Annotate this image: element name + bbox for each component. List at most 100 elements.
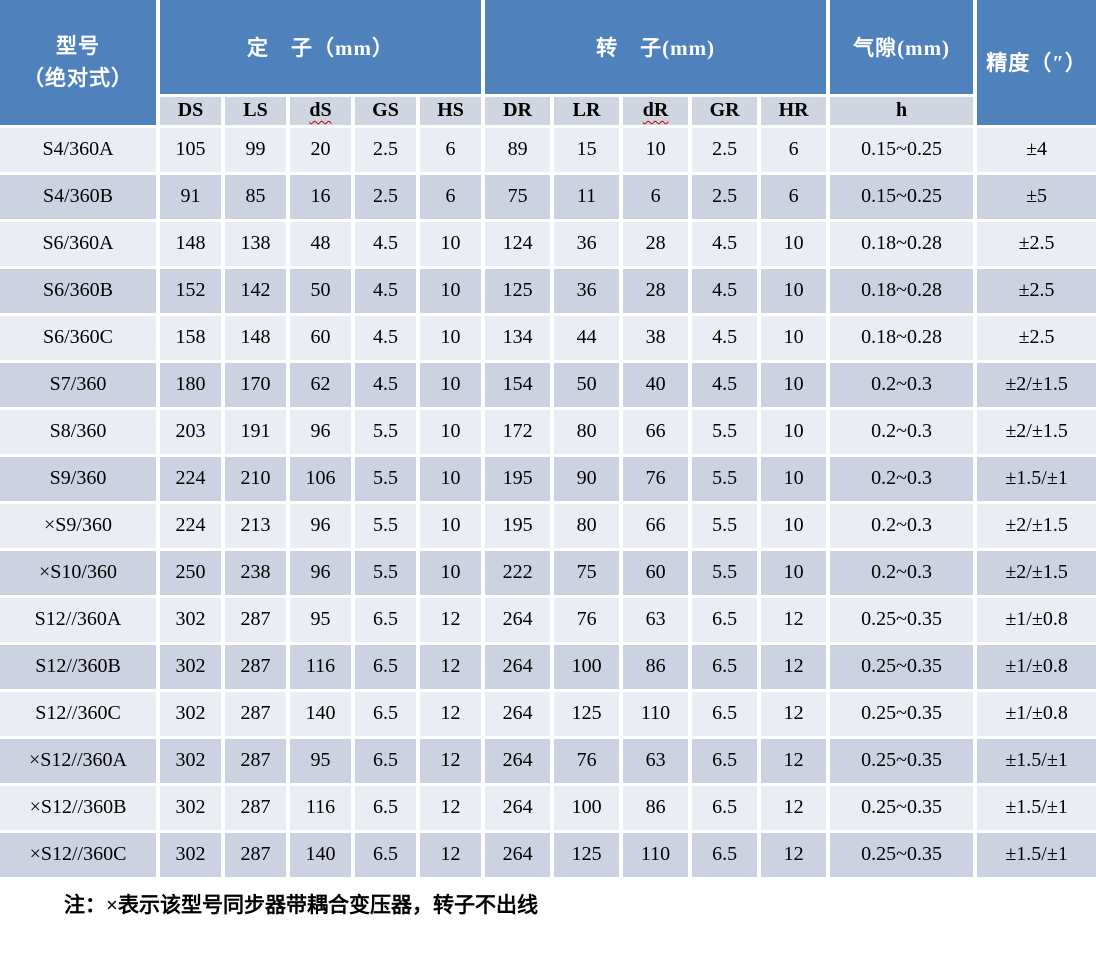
value-cell: 142 [223, 267, 290, 316]
value-cell: 4.5 [690, 220, 762, 269]
value-cell: 10 [418, 267, 486, 316]
value-cell: 28 [621, 220, 693, 269]
table-row: ×S12//360A 302 287 95 6.5 12 264 76 63 6.5 12 0.25~… [0, 737, 1096, 786]
value-cell: 0.2~0.3 [828, 502, 978, 551]
header-model-line1: 型号 [56, 33, 100, 58]
spec-table: 型号 （绝对式） 定 子（mm） 转 子(mm) 气隙(mm) 精度（″） DS … [0, 0, 1096, 880]
value-cell: 10 [759, 455, 831, 504]
value-cell: ±2/±1.5 [975, 361, 1096, 410]
value-cell: 12 [759, 737, 831, 786]
value-cell: 302 [158, 831, 225, 880]
col-hs-label: HS [437, 99, 464, 121]
col-gs: GS [353, 95, 420, 128]
value-cell: 28 [621, 267, 693, 316]
model-cell: ×S9/360 [0, 502, 160, 551]
value-cell: 5.5 [690, 502, 762, 551]
value-cell: 60 [288, 314, 355, 363]
value-cell: 180 [158, 361, 225, 410]
value-cell: 2.5 [353, 126, 420, 175]
model-cell: S6/360C [0, 314, 160, 363]
value-cell: 6.5 [353, 831, 420, 880]
value-cell: 6 [621, 173, 693, 222]
value-cell: 302 [158, 737, 225, 786]
value-cell: 5.5 [353, 455, 420, 504]
value-cell: 154 [483, 361, 555, 410]
value-cell: 302 [158, 643, 225, 692]
col-ds-label: DS [177, 99, 204, 121]
value-cell: 6 [759, 126, 831, 175]
header-accuracy: 精度（″） [975, 0, 1096, 128]
value-cell: 75 [483, 173, 555, 222]
value-cell: 152 [158, 267, 225, 316]
value-cell: 10 [418, 314, 486, 363]
col-dsmall-s: dS [288, 95, 355, 128]
value-cell: 302 [158, 596, 225, 645]
col-lr: LR [552, 95, 624, 128]
value-cell: 4.5 [353, 361, 420, 410]
table-row: S12//360A 302 287 95 6.5 12 264 76 63 6.5 12 0.25~0… [0, 596, 1096, 645]
value-cell: 0.15~0.25 [828, 173, 978, 222]
col-h: h [828, 95, 978, 128]
value-cell: 100 [552, 784, 624, 833]
value-cell: 0.18~0.28 [828, 267, 978, 316]
value-cell: 138 [223, 220, 290, 269]
model-cell: S6/360B [0, 267, 160, 316]
table-row: ×S12//360C 302 287 140 6.5 12 264 125 110 6.5 12 0.… [0, 831, 1096, 880]
header-model: 型号 （绝对式） [0, 0, 160, 128]
value-cell: 264 [483, 643, 555, 692]
value-cell: 5.5 [690, 408, 762, 457]
value-cell: 4.5 [690, 314, 762, 363]
value-cell: ±2/±1.5 [975, 408, 1096, 457]
model-cell: S12//360C [0, 690, 160, 739]
value-cell: 62 [288, 361, 355, 410]
value-cell: ±2/±1.5 [975, 549, 1096, 598]
value-cell: 0.18~0.28 [828, 314, 978, 363]
value-cell: 12 [418, 784, 486, 833]
model-cell: S12//360B [0, 643, 160, 692]
value-cell: 6.5 [690, 784, 762, 833]
value-cell: 12 [759, 643, 831, 692]
model-cell: S12//360A [0, 596, 160, 645]
model-cell: ×S12//360C [0, 831, 160, 880]
value-cell: 6 [759, 173, 831, 222]
value-cell: 12 [418, 831, 486, 880]
value-cell: 100 [552, 643, 624, 692]
value-cell: 0.2~0.3 [828, 408, 978, 457]
value-cell: 95 [288, 737, 355, 786]
value-cell: 96 [288, 549, 355, 598]
value-cell: 264 [483, 690, 555, 739]
value-cell: 110 [621, 690, 693, 739]
value-cell: 0.25~0.35 [828, 690, 978, 739]
value-cell: 210 [223, 455, 290, 504]
value-cell: 0.25~0.35 [828, 831, 978, 880]
value-cell: 4.5 [353, 267, 420, 316]
value-cell: 250 [158, 549, 225, 598]
col-dsmall-s-label: dS [309, 99, 332, 121]
value-cell: 4.5 [690, 361, 762, 410]
value-cell: 50 [552, 361, 624, 410]
model-cell: S4/360A [0, 126, 160, 175]
value-cell: ±1/±0.8 [975, 596, 1096, 645]
value-cell: 287 [223, 831, 290, 880]
value-cell: 0.25~0.35 [828, 784, 978, 833]
value-cell: 6.5 [690, 596, 762, 645]
value-cell: 6.5 [690, 737, 762, 786]
value-cell: 10 [418, 408, 486, 457]
value-cell: 116 [288, 784, 355, 833]
col-gr: GR [690, 95, 762, 128]
model-cell: ×S12//360B [0, 784, 160, 833]
table-row: ×S12//360B 302 287 116 6.5 12 264 100 86 6.5 12 0.2… [0, 784, 1096, 833]
value-cell: ±2.5 [975, 314, 1096, 363]
value-cell: 96 [288, 408, 355, 457]
col-ls: LS [223, 95, 290, 128]
value-cell: 158 [158, 314, 225, 363]
value-cell: 10 [418, 502, 486, 551]
value-cell: ±1/±0.8 [975, 643, 1096, 692]
value-cell: ±1.5/±1 [975, 831, 1096, 880]
value-cell: 124 [483, 220, 555, 269]
value-cell: 89 [483, 126, 555, 175]
value-cell: 2.5 [353, 173, 420, 222]
value-cell: 40 [621, 361, 693, 410]
value-cell: 10 [759, 549, 831, 598]
value-cell: ±5 [975, 173, 1096, 222]
